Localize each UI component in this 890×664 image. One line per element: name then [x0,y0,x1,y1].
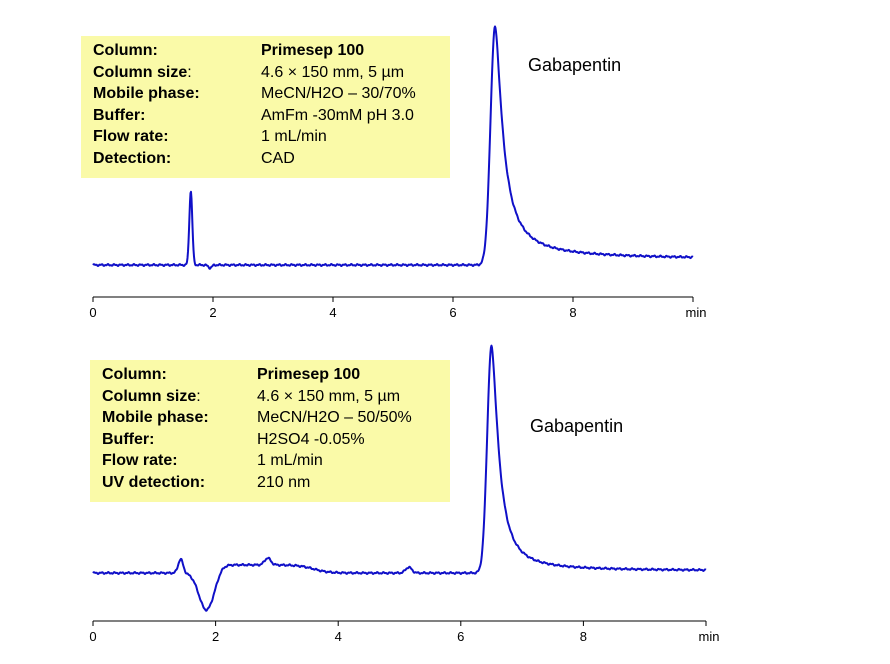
condition-label: UV detection: [102,473,206,491]
condition-value: Primesep 100 [257,366,361,383]
condition-row: Buffer: AmFm -30mM pH 3.0 [93,105,440,127]
x-tick-label: 0 [89,629,96,644]
condition-label: Flow rate: [93,128,169,146]
condition-value: 1 mL/min [261,128,327,146]
gabapentin-peak-label: Gabapentin [528,55,622,75]
condition-value: Primesep 100 [261,42,365,59]
condition-row: Mobile phase: MeCN/H2O – 50/50% [102,407,440,429]
condition-value: H2SO4 -0.05% [257,430,365,448]
condition-label: Column size: [93,63,192,81]
condition-label: Flow rate: [102,452,178,470]
condition-row: Column: Primesep 100 [93,40,440,62]
condition-row: Flow rate: 1 mL/min [93,126,440,148]
condition-value: 4.6 × 150 mm, 5 µm [261,63,405,81]
gabapentin-peak-label: Gabapentin [530,416,624,436]
method-conditions-box-1: Column: Primesep 100 Column size: 4.6 × 150… [81,36,450,178]
condition-value: MeCN/H2O – 50/50% [257,409,412,427]
condition-row: Detection: CAD [93,148,440,170]
chromatogram-panel-2: 0 2 4 6 8 min [89,344,720,644]
method-conditions-box-2: Column: Primesep 100 Column size: 4.6 × 150… [90,360,450,502]
x-axis-unit: min [699,629,720,644]
x-tick-label: 6 [449,305,456,320]
condition-label: Buffer: [93,106,146,124]
condition-label: Mobile phase: [93,85,200,103]
chromatogram-trace [92,25,694,270]
condition-label: Column size: [102,387,201,405]
x-axis-unit: min [686,305,707,320]
condition-label: Column: [93,42,158,59]
condition-label: Column: [102,366,167,383]
condition-row: UV detection: 210 nm [102,472,440,494]
chromatogram-panel-1: 0 2 4 6 8 min [89,25,707,320]
condition-label: Mobile phase: [102,409,209,427]
condition-value: MeCN/H2O – 30/70% [261,85,416,103]
condition-value: 210 nm [257,473,311,491]
condition-label: Buffer: [102,430,155,448]
condition-row: Buffer: H2SO4 -0.05% [102,429,440,451]
condition-row: Flow rate: 1 mL/min [102,450,440,472]
x-tick-label: 4 [335,629,342,644]
condition-row: Column size: 4.6 × 150 mm, 5 µm [102,386,440,408]
chromatogram-trace [92,344,707,612]
condition-row: Column size: 4.6 × 150 mm, 5 µm [93,62,440,84]
condition-value: CAD [261,149,295,167]
condition-value: 1 mL/min [257,452,323,470]
x-tick-label: 2 [209,305,216,320]
condition-value: AmFm -30mM pH 3.0 [261,106,414,124]
x-tick-label: 0 [89,305,96,320]
condition-row: Column: Primesep 100 [102,364,440,386]
condition-label: Detection: [93,149,172,167]
x-tick-label: 6 [457,629,464,644]
condition-row: Mobile phase: MeCN/H2O – 30/70% [93,83,440,105]
x-tick-label: 8 [569,305,576,320]
condition-value: 4.6 × 150 mm, 5 µm [257,387,401,405]
x-tick-label: 2 [212,629,219,644]
x-tick-label: 4 [329,305,336,320]
x-tick-label: 8 [580,629,587,644]
